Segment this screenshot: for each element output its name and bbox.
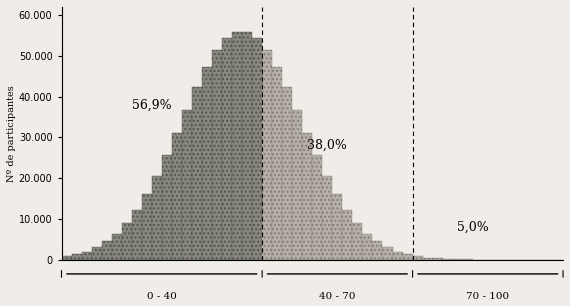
Text: 38,0%: 38,0% [307, 139, 347, 152]
Bar [172, 133, 182, 260]
Bar [292, 110, 302, 260]
Bar [282, 87, 292, 260]
Bar [402, 255, 413, 260]
Text: 40 - 70: 40 - 70 [319, 292, 356, 301]
Bar [242, 32, 252, 260]
Bar [413, 256, 422, 260]
Bar [192, 87, 202, 260]
Bar [232, 32, 242, 260]
Bar [372, 241, 382, 260]
Y-axis label: Nº de participantes: Nº de participantes [7, 85, 16, 182]
Bar [382, 247, 393, 260]
Bar [121, 223, 132, 260]
Bar [453, 259, 463, 260]
Text: 5,0%: 5,0% [457, 221, 488, 233]
Bar [202, 67, 212, 260]
Bar [393, 252, 402, 260]
Bar [343, 210, 352, 260]
Bar [422, 258, 433, 260]
Bar [272, 67, 282, 260]
Bar [332, 195, 343, 260]
Bar [352, 223, 363, 260]
Bar [142, 195, 152, 260]
Bar [71, 255, 82, 260]
Bar [101, 241, 112, 260]
Bar [302, 133, 312, 260]
Bar [112, 233, 121, 260]
Text: 0 - 40: 0 - 40 [147, 292, 177, 301]
Bar [182, 110, 192, 260]
Bar [363, 233, 372, 260]
Bar [92, 247, 101, 260]
Bar [443, 259, 453, 260]
Bar [132, 210, 142, 260]
Bar [62, 256, 71, 260]
Bar [82, 252, 92, 260]
Bar [212, 50, 222, 260]
Text: 56,9%: 56,9% [132, 98, 172, 111]
Bar [262, 50, 272, 260]
Bar [322, 176, 332, 260]
Bar [162, 155, 172, 260]
Bar [222, 39, 232, 260]
Text: 70 - 100: 70 - 100 [466, 292, 510, 301]
Bar [312, 155, 322, 260]
Bar [252, 39, 262, 260]
Bar [433, 259, 443, 260]
Bar [152, 176, 162, 260]
